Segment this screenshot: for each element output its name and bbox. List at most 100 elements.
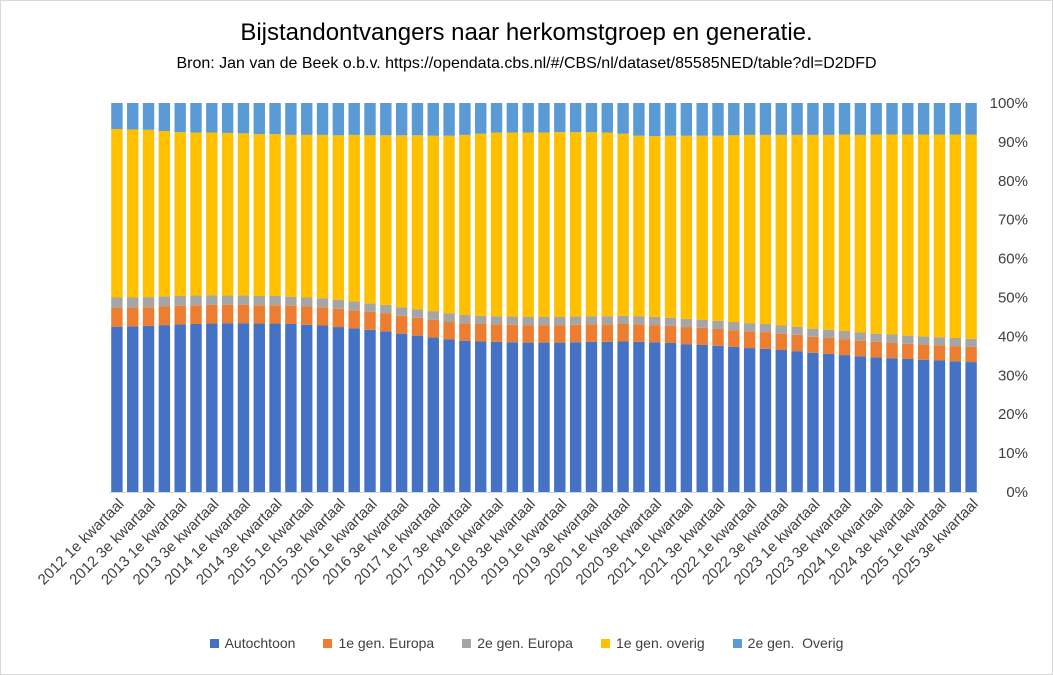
bar-segment-2-21	[427, 319, 439, 338]
bar-segment-4-26	[506, 132, 519, 317]
bar-segment-2-26	[506, 324, 519, 343]
bar-segment-4-50	[886, 134, 898, 335]
bar-segment-1-47	[838, 355, 851, 492]
bar-segment-1-43	[775, 350, 787, 492]
bar-segment-2-52	[917, 344, 930, 360]
chart-subtitle: Bron: Jan van de Beek o.b.v. https://ope…	[176, 55, 877, 72]
bar-segment-5-2	[127, 103, 139, 130]
bar-segment-1-8	[221, 323, 234, 492]
bar-segment-4-30	[569, 132, 582, 317]
bar-segment-5-22	[443, 103, 455, 136]
bar-segment-5-14	[316, 103, 329, 135]
bar-segment-5-38	[696, 103, 708, 136]
y-tick-label: 70%	[998, 212, 1028, 229]
bar-segment-4-43	[775, 134, 787, 326]
bar-segment-3-26	[506, 316, 519, 325]
bar-segment-2-53	[933, 345, 946, 361]
bar-segment-2-3	[142, 307, 155, 326]
bar-segment-2-47	[838, 339, 851, 356]
bar-segment-2-46	[823, 337, 835, 354]
bar-segment-3-34	[633, 316, 645, 325]
bar-segment-4-20	[411, 135, 424, 310]
bar-segment-4-48	[854, 134, 867, 333]
bar-segment-2-11	[269, 305, 281, 324]
bar-segment-5-19	[395, 103, 408, 136]
bar-segment-5-23	[459, 103, 471, 135]
bar-segment-2-34	[633, 324, 645, 342]
bar-segment-5-27	[522, 103, 534, 133]
bar-segment-4-15	[332, 135, 345, 300]
bar-segment-5-26	[506, 103, 519, 133]
bar-segment-4-29	[554, 132, 566, 317]
bar-segment-4-21	[427, 135, 439, 312]
bar-segment-2-45	[807, 336, 819, 353]
bar-segment-4-31	[585, 132, 598, 317]
bar-segment-3-45	[807, 328, 819, 337]
bar-segment-1-44	[791, 351, 803, 492]
bar-segment-4-16	[348, 134, 360, 302]
bar-segment-1-54	[949, 361, 961, 492]
bar-segment-4-33	[617, 133, 629, 316]
bar-segment-1-18	[380, 331, 392, 492]
bar-segment-1-30	[569, 342, 582, 492]
bar-segment-3-3	[142, 297, 155, 308]
bar-segment-5-15	[332, 103, 345, 136]
bar-segment-3-21	[427, 311, 439, 320]
bar-segment-4-41	[743, 134, 756, 324]
bar-segment-5-54	[949, 103, 961, 135]
bar-segment-1-32	[601, 341, 613, 492]
bar-segment-5-41	[743, 103, 756, 135]
bar-segment-5-29	[554, 103, 566, 133]
bar-segment-5-20	[411, 103, 424, 136]
bar-segment-4-12	[285, 134, 297, 297]
bar-segment-1-9	[237, 323, 250, 492]
bar-segment-2-15	[332, 308, 345, 328]
bar-segment-1-28	[538, 342, 550, 492]
bar-segment-4-10	[253, 134, 265, 296]
bar-segment-1-12	[285, 323, 297, 492]
legend-swatch	[732, 638, 742, 648]
bar-segment-1-49	[870, 357, 882, 492]
bar-segment-5-36	[664, 103, 677, 136]
bar-segment-2-8	[221, 304, 234, 324]
bar-segment-2-32	[601, 324, 613, 342]
bar-segment-4-1	[111, 129, 123, 298]
bar-segment-3-52	[917, 336, 930, 345]
bar-segment-1-53	[933, 360, 946, 492]
bar-segment-5-43	[775, 103, 787, 135]
legend-item: 2e gen. Overig	[732, 635, 843, 651]
bar-segment-5-45	[807, 103, 819, 135]
bar-segment-5-31	[585, 103, 598, 133]
bar-segment-5-53	[933, 103, 946, 135]
bar-segment-1-55	[965, 362, 977, 492]
bar-segment-3-23	[459, 315, 471, 324]
bar-segment-5-37	[680, 103, 693, 136]
y-tick-label: 80%	[998, 173, 1028, 190]
bar-segment-3-32	[601, 316, 613, 325]
legend-label: 1e gen. overig	[615, 635, 705, 651]
bar-segment-4-39	[712, 135, 724, 321]
bar-segment-1-51	[902, 358, 914, 492]
bar-segment-3-1	[111, 297, 123, 308]
bar-segment-3-38	[696, 319, 708, 328]
chart-title: Bijstandontvangers naar herkomstgroep en…	[240, 19, 813, 46]
y-tick-label: 90%	[998, 134, 1028, 151]
bar-segment-3-31	[585, 316, 598, 325]
bar-segment-1-45	[807, 352, 819, 492]
bar-segment-2-14	[316, 307, 329, 326]
bar-segment-1-26	[506, 342, 519, 492]
bar-segment-2-33	[617, 323, 629, 342]
bar-segment-2-35	[649, 325, 661, 343]
bar-segment-3-50	[886, 334, 898, 343]
plot-area: 0%10%20%30%40%50%60%70%80%90%100%2012 1e…	[35, 95, 1028, 588]
bar-segment-5-7	[206, 103, 218, 133]
bar-segment-3-18	[380, 304, 392, 314]
bar-segment-3-6	[190, 295, 202, 306]
bar-segment-1-23	[459, 340, 471, 492]
bar-segment-4-5	[174, 132, 186, 296]
bar-segment-3-20	[411, 309, 424, 318]
bar-segment-3-27	[522, 316, 534, 326]
y-tick-label: 60%	[998, 251, 1028, 268]
bar-segment-3-49	[870, 333, 882, 342]
bar-segment-4-13	[301, 134, 313, 298]
